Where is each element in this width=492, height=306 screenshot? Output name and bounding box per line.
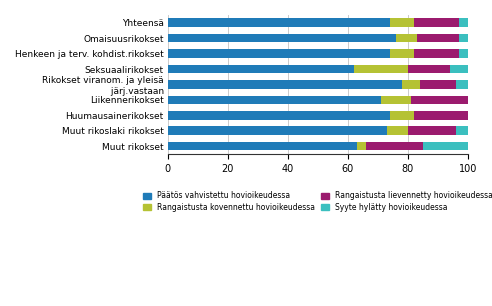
Bar: [408, 65, 450, 73]
Bar: [168, 80, 402, 89]
Bar: [408, 126, 456, 135]
Bar: [381, 95, 411, 104]
Bar: [459, 49, 468, 58]
Bar: [450, 65, 468, 73]
Bar: [390, 18, 414, 27]
Bar: [459, 34, 468, 43]
Bar: [387, 126, 408, 135]
Bar: [168, 111, 390, 120]
Bar: [168, 65, 354, 73]
Bar: [411, 95, 468, 104]
Bar: [456, 126, 468, 135]
Bar: [168, 18, 390, 27]
Bar: [396, 34, 417, 43]
Legend: Päätös vahvistettu hovioikeudessa, Rangaistusta kovennettu hovioikeudessa, Ranga: Päätös vahvistettu hovioikeudessa, Ranga…: [140, 188, 492, 215]
Bar: [456, 80, 468, 89]
Bar: [423, 142, 468, 150]
Bar: [417, 34, 459, 43]
Bar: [390, 49, 414, 58]
Bar: [414, 18, 459, 27]
Bar: [168, 34, 396, 43]
Bar: [414, 49, 459, 58]
Bar: [168, 95, 381, 104]
Bar: [168, 49, 390, 58]
Bar: [168, 126, 387, 135]
Bar: [459, 18, 468, 27]
Bar: [414, 111, 468, 120]
Bar: [354, 65, 408, 73]
Bar: [357, 142, 366, 150]
Bar: [168, 142, 357, 150]
Bar: [402, 80, 420, 89]
Bar: [366, 142, 423, 150]
Bar: [420, 80, 456, 89]
Bar: [390, 111, 414, 120]
